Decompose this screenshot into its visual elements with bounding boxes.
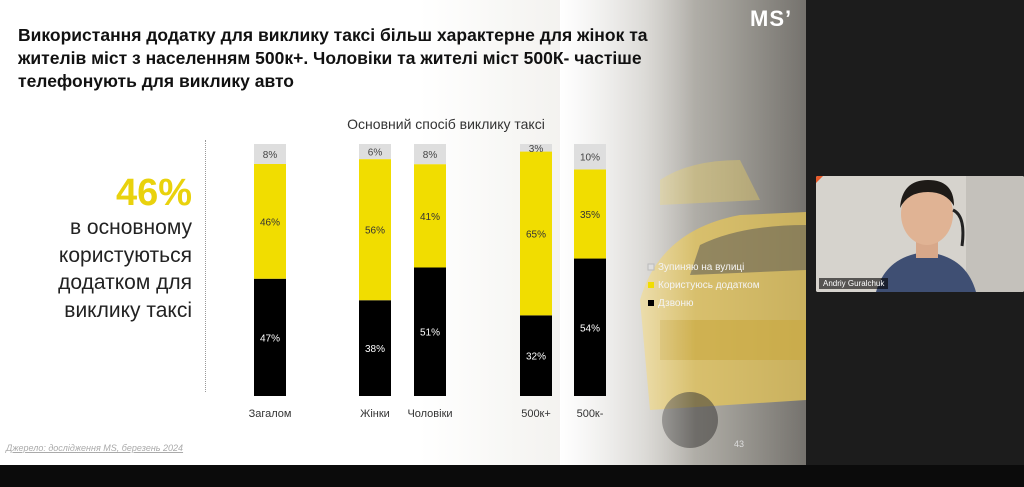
participant-video-tile[interactable]: Andriy Guralchuk [816, 176, 1024, 292]
bar-app-0 [254, 163, 286, 279]
data-label-1-3: 65% [526, 229, 546, 240]
bottom-toolbar [0, 465, 1024, 487]
data-label-1-2: 41% [420, 212, 440, 223]
category-label-1: Жінки [360, 408, 390, 420]
presentation-slide: Використання додатку для виклику таксі б… [0, 0, 806, 465]
legend-label-0: Зупиняю на вулиці [658, 262, 744, 273]
ms-logo: MS’ [750, 6, 793, 31]
data-label-2-4: 10% [580, 153, 600, 164]
legend-swatch-1 [648, 282, 654, 288]
stacked-bar-chart: Основний спосіб виклику таксі 47% 46% 8% За… [249, 116, 760, 420]
bar-street-3 [520, 144, 552, 152]
tile-corner-marker [816, 176, 823, 183]
category-label-3: 500к+ [521, 408, 551, 420]
bar-call-2 [414, 267, 446, 396]
source-note: Джерело: дослідження MS, березень 2024 [6, 443, 184, 453]
chart-title: Основний спосіб виклику таксі [347, 116, 545, 132]
data-label-2-2: 8% [423, 150, 438, 161]
data-label-0-4: 54% [580, 323, 600, 334]
category-label-0: Загалом [249, 408, 292, 420]
participant-avatar [816, 176, 1024, 292]
bar-street-4 [574, 144, 606, 170]
data-label-0-1: 38% [365, 344, 385, 355]
highlight-text: в основному користуються додатком для ви… [58, 216, 192, 322]
bar-app-2 [414, 164, 446, 268]
data-label-2-3: 3% [529, 144, 544, 155]
legend-label-2: Дзвоню [658, 298, 694, 309]
data-label-1-1: 56% [365, 226, 385, 237]
vertical-divider [205, 140, 206, 392]
data-label-0-0: 47% [260, 333, 280, 344]
bar-call-1 [359, 300, 391, 396]
bar-call-4 [574, 258, 606, 396]
page-number: 43 [734, 439, 745, 449]
data-label-1-4: 35% [580, 210, 600, 221]
data-label-1-0: 46% [260, 217, 280, 228]
data-label-0-3: 32% [526, 352, 546, 363]
bar-call-0 [254, 278, 286, 396]
slide-headline: Використання додатку для виклику таксі б… [18, 25, 648, 91]
bar-street-2 [414, 144, 446, 165]
participant-name-label: Andriy Guralchuk [819, 278, 889, 289]
legend-swatch-0 [647, 263, 655, 271]
data-label-2-1: 6% [368, 148, 383, 159]
bar-street-1 [359, 144, 391, 160]
legend-label-1: Користуюсь додатком [658, 280, 760, 291]
data-label-0-2: 51% [420, 328, 440, 339]
bar-call-3 [520, 315, 552, 396]
bar-app-3 [520, 151, 552, 316]
highlight-percent: 46% [115, 172, 192, 214]
bar-app-4 [574, 169, 606, 259]
data-label-2-0: 8% [263, 150, 278, 161]
bar-app-1 [359, 159, 391, 301]
category-label-2: Чоловіки [407, 408, 452, 420]
bar-street-0 [254, 144, 286, 164]
legend-swatch-2 [648, 300, 654, 306]
category-label-4: 500к- [577, 408, 604, 420]
